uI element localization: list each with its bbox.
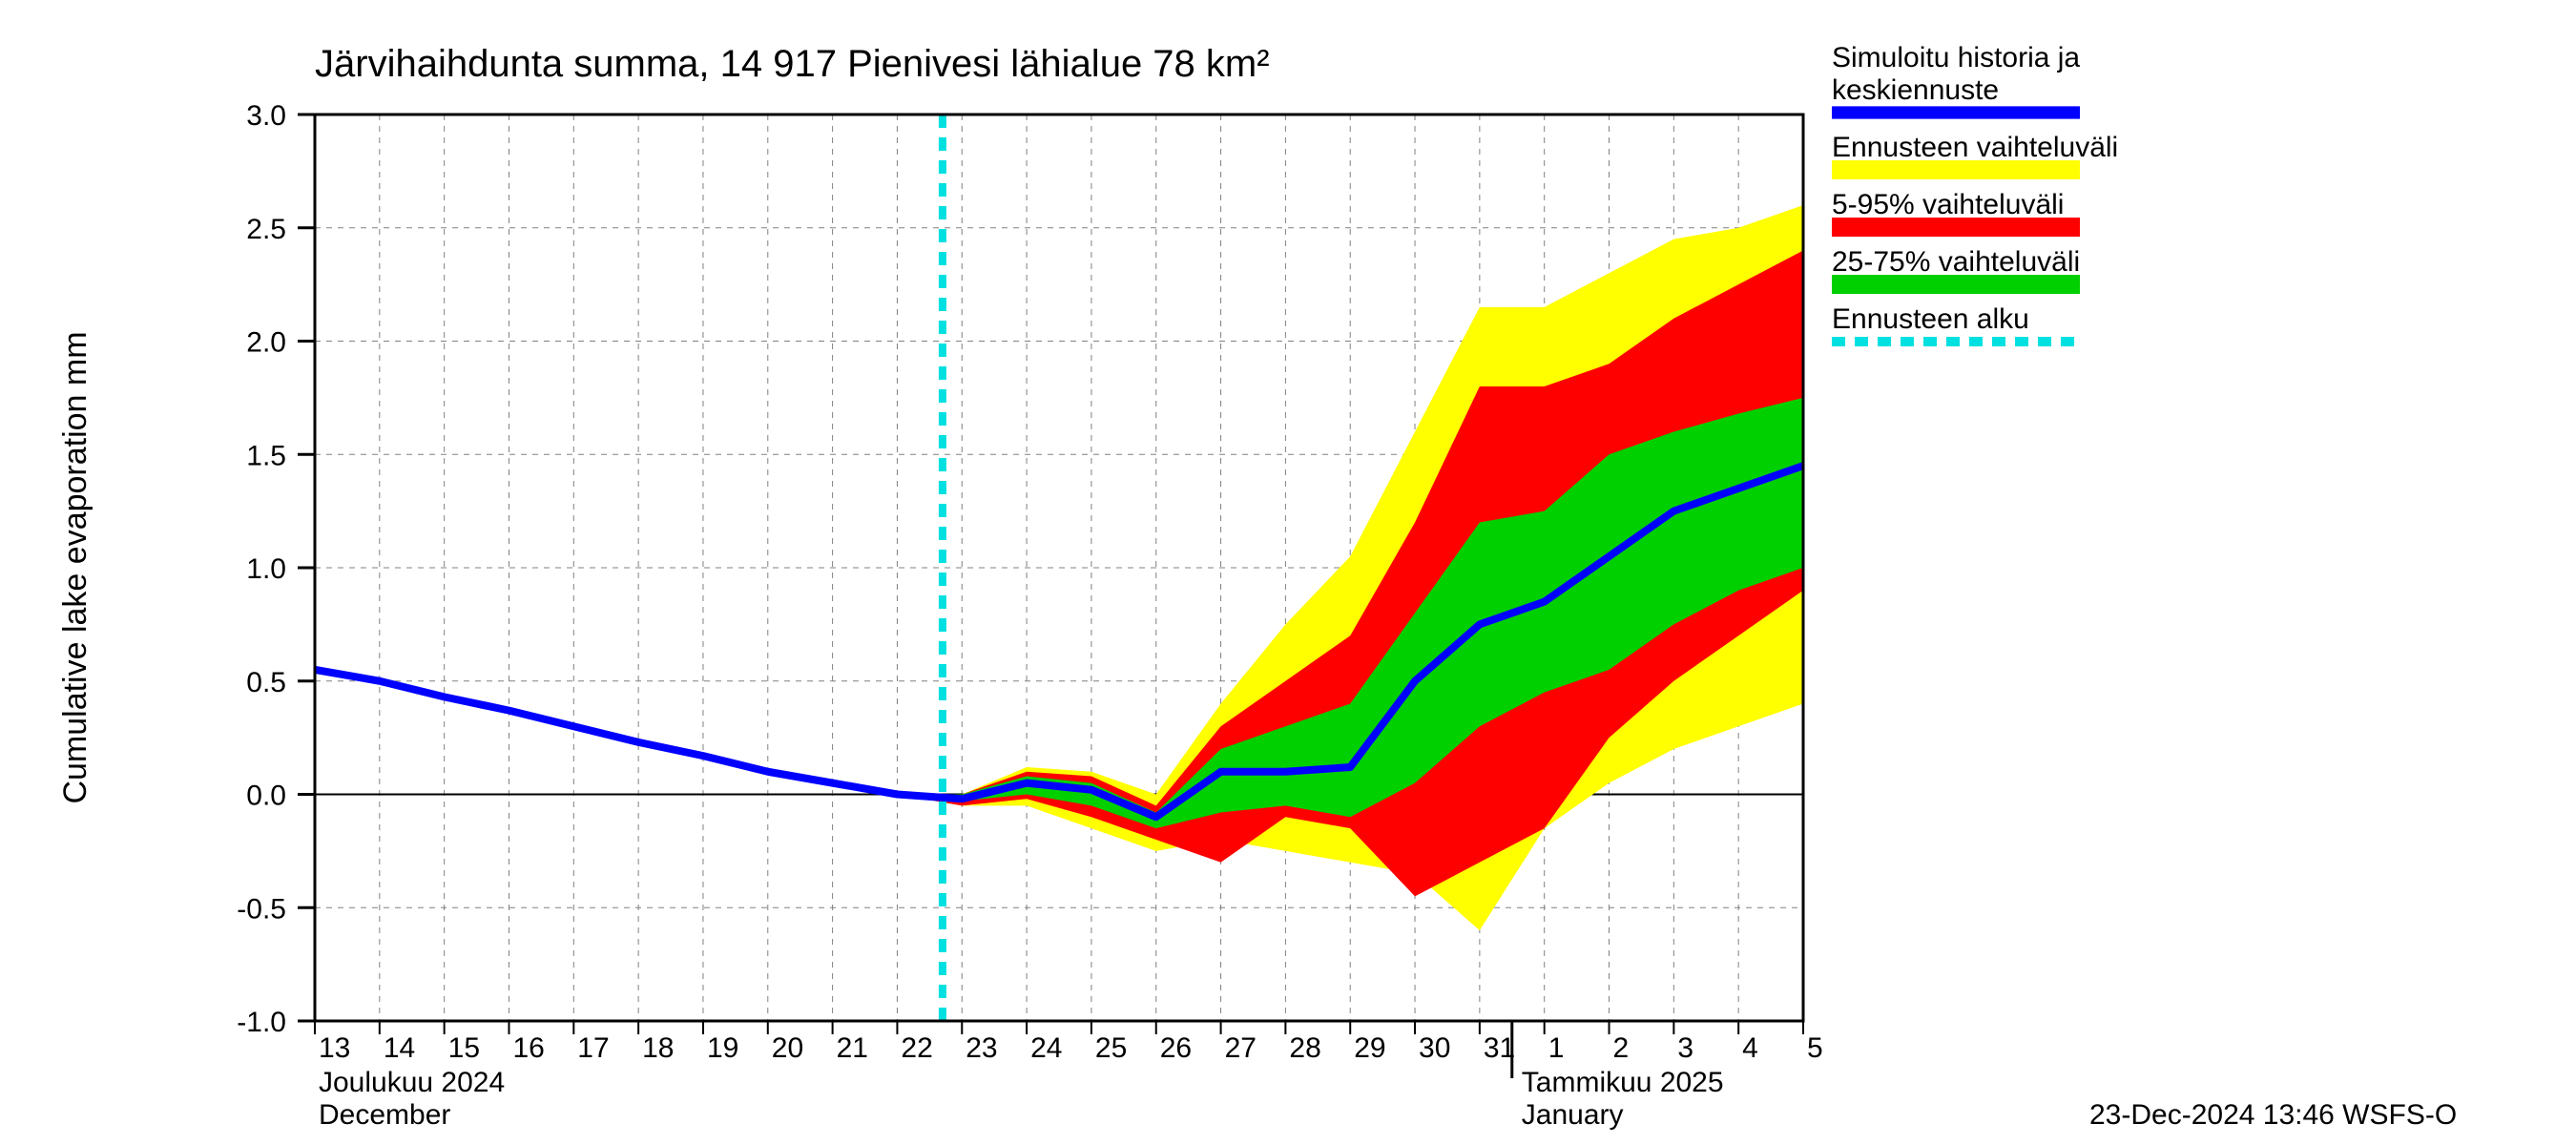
xtick-label: 4 [1742,1032,1758,1064]
legend-swatch-band [1832,275,2080,294]
chart-container: -1.0-0.50.00.51.01.52.02.53.013141516171… [0,0,2576,1145]
chart-bg [0,0,2576,1145]
ytick-label: 2.5 [246,214,286,245]
ytick-label: 0.5 [246,667,286,698]
xtick-label: 23 [966,1032,997,1064]
xtick-label: 5 [1807,1032,1823,1064]
xtick-label: 2 [1613,1032,1630,1064]
ytick-label: -0.5 [237,893,286,925]
xtick-label: 15 [448,1032,480,1064]
xtick-label: 22 [901,1032,932,1064]
y-axis-label: Cumulative lake evaporation mm [57,331,93,803]
xtick-label: 24 [1030,1032,1062,1064]
legend-label: Ennusteen alku [1832,303,2029,335]
ytick-label: 3.0 [246,100,286,132]
xtick-label: 1 [1548,1032,1565,1064]
xtick-label: 29 [1354,1032,1385,1064]
month-fi-2: Tammikuu 2025 [1522,1067,1724,1098]
legend-label2: keskiennuste [1832,74,1999,106]
xtick-label: 3 [1677,1032,1693,1064]
xtick-label: 20 [772,1032,803,1064]
xtick-label: 25 [1095,1032,1127,1064]
xtick-label: 13 [319,1032,350,1064]
xtick-label: 19 [707,1032,738,1064]
ytick-label: -1.0 [237,1007,286,1038]
xtick-label: 14 [384,1032,415,1064]
legend-label: Ennusteen vaihteluväli [1832,132,2118,163]
ytick-label: 2.0 [246,327,286,359]
xtick-label: 17 [577,1032,609,1064]
footer-timestamp: 23-Dec-2024 13:46 WSFS-O [2089,1099,2457,1131]
month-en-1: December [319,1099,450,1131]
ytick-label: 1.0 [246,553,286,585]
xtick-label: 31 [1484,1032,1515,1064]
xtick-label: 16 [512,1032,544,1064]
chart-title: Järvihaihdunta summa, 14 917 Pienivesi l… [315,43,1270,85]
legend-swatch-band [1832,160,2080,179]
ytick-label: 0.0 [246,781,286,812]
legend-label: Simuloitu historia ja [1832,42,2080,73]
xtick-label: 27 [1225,1032,1257,1064]
chart-svg: -1.0-0.50.00.51.01.52.02.53.013141516171… [0,0,2576,1145]
legend-label: 25-75% vaihteluväli [1832,246,2080,278]
xtick-label: 21 [837,1032,868,1064]
month-en-2: January [1522,1099,1624,1131]
xtick-label: 26 [1160,1032,1192,1064]
legend-label: 5-95% vaihteluväli [1832,189,2064,220]
legend-swatch-band [1832,218,2080,237]
xtick-label: 18 [642,1032,674,1064]
xtick-label: 30 [1419,1032,1450,1064]
xtick-label: 28 [1289,1032,1320,1064]
ytick-label: 1.5 [246,440,286,471]
month-fi-1: Joulukuu 2024 [319,1067,505,1098]
